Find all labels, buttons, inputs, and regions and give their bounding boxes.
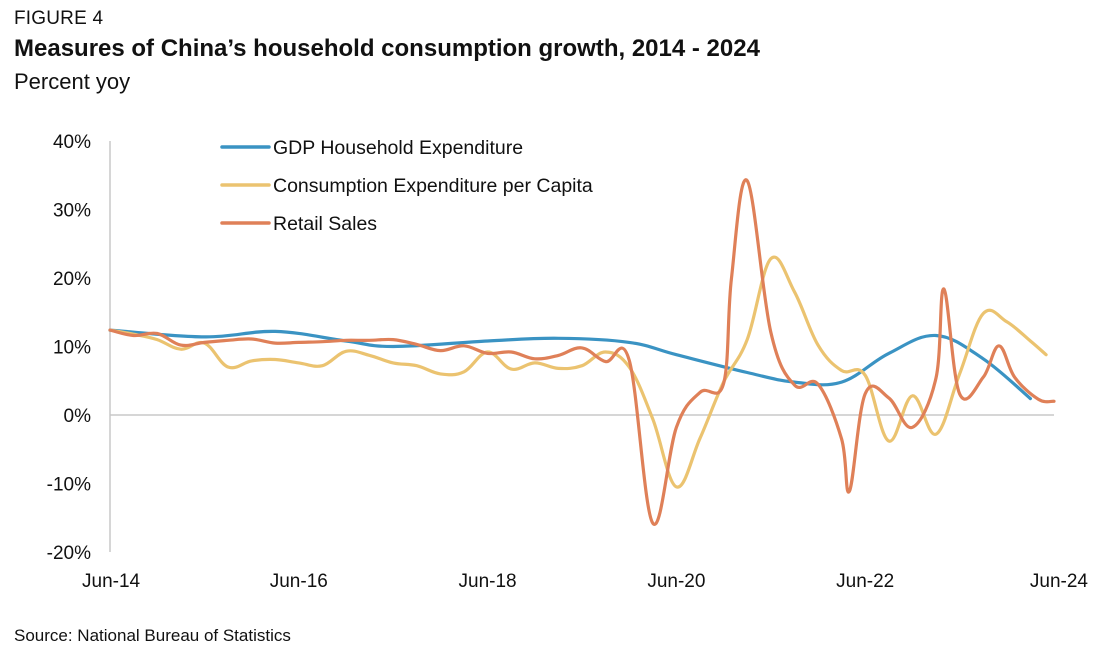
y-tick-label: 0% [64,406,92,427]
y-tick-label: 30% [53,201,91,222]
chart-series [108,178,1056,526]
x-tick-label: Jun-20 [647,571,705,592]
legend-label-retail-sales: Retail Sales [273,213,377,235]
chart-title: Measures of China’s household consumptio… [14,35,760,62]
x-tick-label: Jun-24 [1030,571,1089,592]
series-line-retail-sales [108,178,1056,526]
y-tick-label: 10% [53,338,91,359]
series-line-consumption-expenditure-per-capita [108,255,1048,489]
chart-axes: -20% -10% 0% 10% 20% 30% 40% Jun-14 Jun-16 Jun-18… [47,132,1089,592]
figure-label: FIGURE 4 [14,8,104,29]
x-tick-label: Jun-22 [836,571,894,592]
y-tick-label: -20% [47,543,91,564]
x-tick-label: Jun-16 [270,571,328,592]
y-tick-label: -10% [47,475,91,496]
chart-legend: GDP Household Expenditure Consumption Exp… [220,137,593,235]
series-line-gdp-household-expenditure [108,328,1032,401]
y-tick-label: 20% [53,269,91,290]
x-tick-label: Jun-18 [459,571,517,592]
legend-label-consumption-expenditure-per-capita: Consumption Expenditure per Capita [273,175,593,197]
source-note: Source: National Bureau of Statistics [14,626,291,645]
y-tick-label: 40% [53,132,91,153]
legend-label-gdp-household-expenditure: GDP Household Expenditure [273,137,523,159]
chart-subtitle: Percent yoy [14,69,131,94]
x-tick-label: Jun-14 [82,571,141,592]
